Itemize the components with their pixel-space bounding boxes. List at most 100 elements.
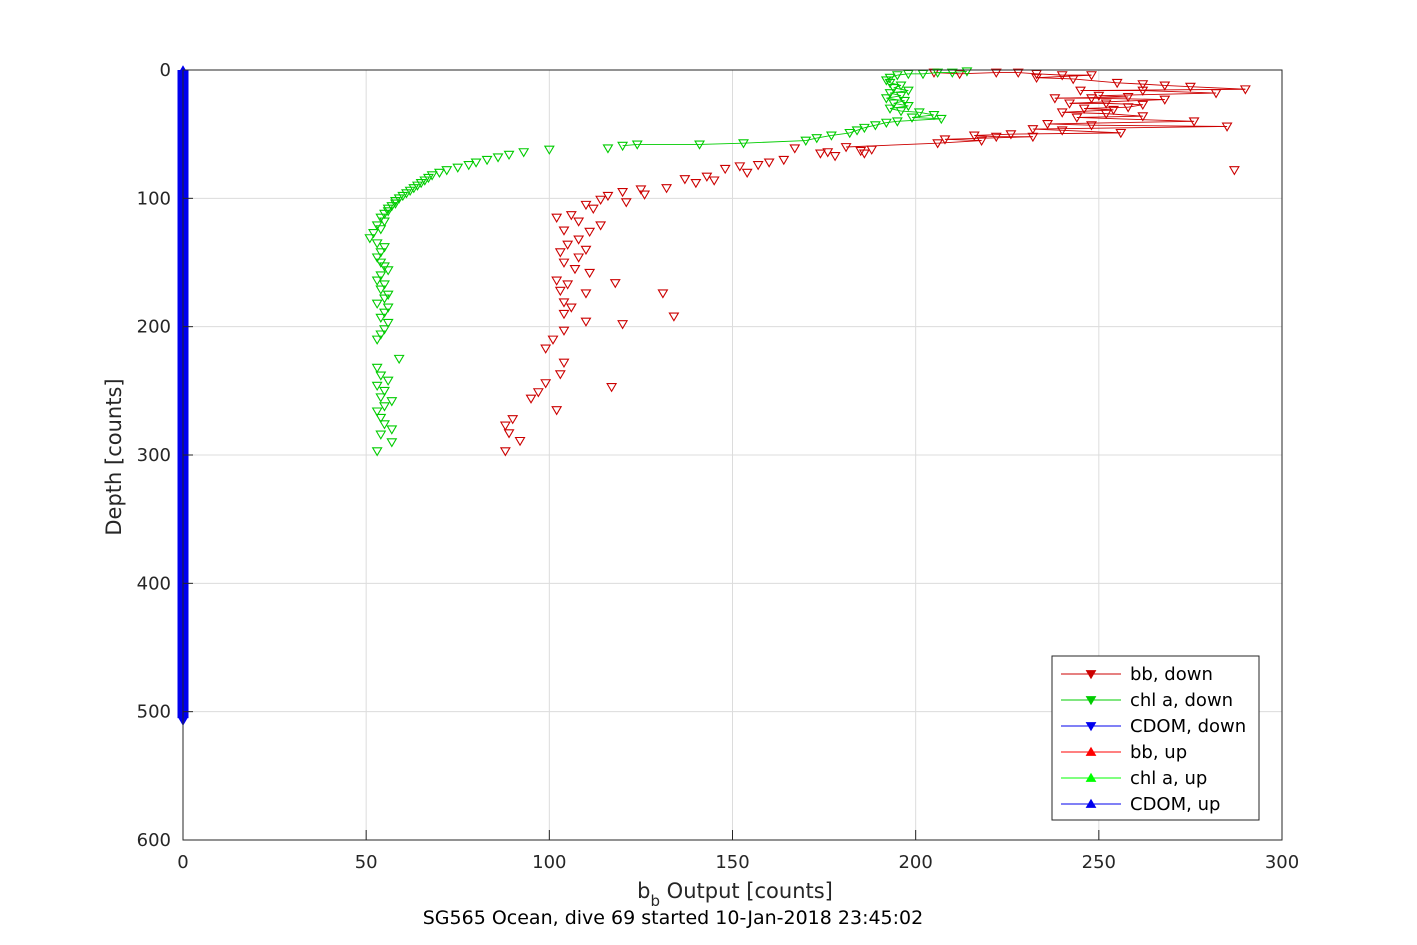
bb-down-point bbox=[554, 248, 566, 258]
chl-a-down-point bbox=[463, 161, 475, 171]
bb-down-point bbox=[558, 358, 570, 368]
chl-a-down-point bbox=[371, 253, 383, 263]
bb-down-point bbox=[532, 388, 544, 398]
bb-down-segment bbox=[1091, 97, 1165, 100]
bb-down-point bbox=[763, 158, 775, 168]
chl-a-down-point bbox=[880, 118, 892, 128]
bb-down-point bbox=[1159, 95, 1171, 105]
chl-a-down-point bbox=[379, 308, 390, 318]
bb-down-segment bbox=[1076, 117, 1195, 122]
bb-down-point bbox=[1064, 99, 1075, 109]
chl-a-down-point bbox=[470, 158, 482, 168]
legend-label-cdom-up: CDOM, up bbox=[1130, 794, 1220, 815]
bb-down-point bbox=[1027, 132, 1039, 143]
legend-box bbox=[1051, 655, 1260, 821]
legend-marker-cdom-down bbox=[1085, 722, 1097, 732]
bb-down-point bbox=[606, 383, 618, 393]
bb-down-point bbox=[1159, 81, 1171, 91]
chl-a-down-point bbox=[422, 173, 434, 184]
y-tick-label: 400 bbox=[137, 573, 171, 594]
bb-down-point bbox=[719, 164, 731, 175]
x-axis-label: bb Output [counts] bbox=[637, 879, 833, 910]
bb-down-point bbox=[620, 198, 632, 208]
bb-down-point bbox=[617, 320, 629, 330]
chl-a-down-point bbox=[386, 438, 398, 448]
chl-a-down-point bbox=[382, 303, 394, 313]
chl-a-down-point bbox=[375, 393, 387, 403]
bb-down-segment bbox=[1036, 77, 1074, 80]
chl-a-down-point bbox=[902, 86, 914, 96]
bb-down-segment bbox=[944, 138, 982, 142]
chl-a-down-point bbox=[368, 229, 379, 239]
bb-down-point bbox=[558, 298, 570, 308]
bb-down-point bbox=[990, 132, 1002, 143]
y-tick-label: 500 bbox=[137, 702, 171, 723]
bb-down-point bbox=[580, 245, 592, 256]
bb-down-segment bbox=[1084, 108, 1114, 111]
bb-down-point bbox=[858, 149, 870, 159]
chl-a-down-point bbox=[375, 371, 387, 381]
chl-a-down-point bbox=[800, 136, 812, 146]
legend-label-cdom-down: CDOM, down bbox=[1130, 716, 1246, 737]
bb-down-point bbox=[565, 303, 577, 313]
chl-a-down-point bbox=[415, 179, 427, 189]
bb-down-segment bbox=[1106, 113, 1143, 117]
chl-a-down-point bbox=[452, 163, 464, 173]
bb-down-point bbox=[1042, 119, 1054, 130]
legend-label-bb-down: bb, down bbox=[1130, 664, 1213, 685]
chl-a-down-point bbox=[884, 78, 896, 89]
bb-down-segment bbox=[1069, 99, 1165, 104]
bb-down-point bbox=[551, 213, 563, 223]
bb-down-point bbox=[558, 226, 570, 236]
chl-a-down-point bbox=[379, 420, 390, 430]
chl-a-down-point bbox=[935, 114, 947, 125]
chl-a-down-point bbox=[961, 67, 973, 77]
chl-a-down-point bbox=[899, 96, 911, 107]
chl-a-down-point bbox=[503, 150, 515, 161]
bb-down-segment bbox=[944, 136, 1033, 140]
bb-down-point bbox=[1137, 112, 1149, 122]
chl-a-down-point bbox=[844, 128, 856, 139]
chl-a-down-point bbox=[891, 117, 903, 127]
bb-down-point bbox=[741, 168, 753, 179]
chl-a-down-point bbox=[375, 313, 387, 324]
bb-down-segment bbox=[1062, 129, 1121, 134]
chl-a-down-point bbox=[811, 134, 823, 144]
bb-down-point bbox=[1005, 130, 1017, 140]
chl-a-down-point bbox=[408, 184, 420, 194]
legend-marker-bb-up bbox=[1085, 746, 1097, 756]
chl-a-down-point bbox=[895, 91, 907, 102]
chl-a-down-point bbox=[397, 191, 409, 202]
bb-down-point bbox=[976, 136, 988, 146]
bb-down-segment bbox=[1142, 90, 1217, 94]
chl-a-down-point bbox=[492, 153, 504, 163]
bb-down-point bbox=[657, 289, 669, 299]
chl-a-down-point bbox=[617, 141, 629, 152]
chl-a-down-point bbox=[913, 108, 925, 118]
chl-a-down-point bbox=[375, 248, 387, 258]
bb-down-point bbox=[1122, 93, 1134, 103]
chl-a-down-point bbox=[543, 145, 555, 155]
chl-a-down-point bbox=[858, 123, 870, 134]
chl-a-down-point bbox=[895, 107, 907, 117]
chl-a-down-point bbox=[419, 176, 431, 186]
chl-a-down-point bbox=[375, 285, 387, 295]
chl-a-down-point bbox=[371, 407, 383, 417]
bb-down-point bbox=[547, 335, 559, 345]
chl-a-down-point bbox=[379, 294, 390, 304]
bb-down-point bbox=[752, 161, 764, 171]
bb-down-point bbox=[789, 144, 801, 154]
bb-down-segment bbox=[1091, 124, 1228, 127]
bb-down-point bbox=[1071, 113, 1083, 123]
bb-down-point bbox=[1210, 89, 1222, 99]
chl-a-down-point bbox=[371, 299, 383, 309]
chl-a-down-point bbox=[379, 280, 390, 290]
bb-down-point bbox=[573, 253, 585, 263]
chl-a-down-point bbox=[825, 131, 837, 141]
legend-label-chl-a-down: chl a, down bbox=[1130, 690, 1233, 711]
bb-down-point bbox=[1188, 117, 1200, 127]
chl-a-down-segment bbox=[911, 117, 942, 120]
x-tick-label: 300 bbox=[1265, 852, 1299, 873]
bb-down-point bbox=[639, 190, 651, 200]
bb-down-point bbox=[551, 406, 563, 416]
